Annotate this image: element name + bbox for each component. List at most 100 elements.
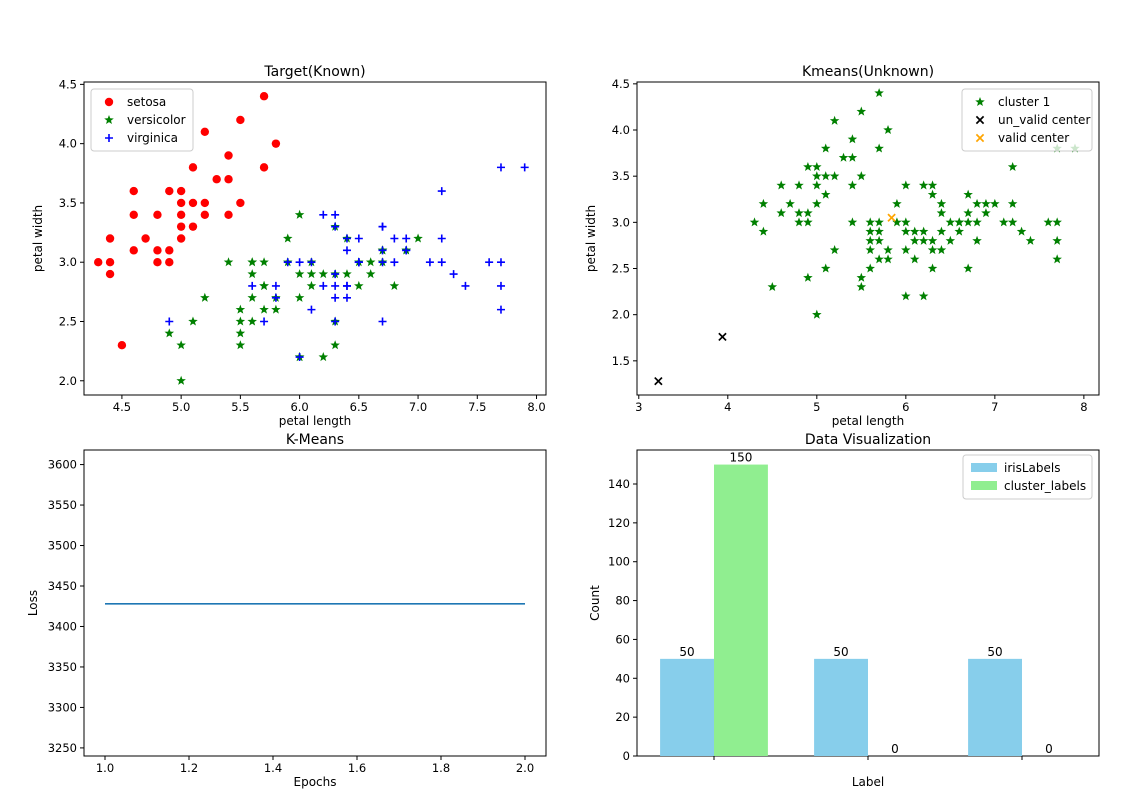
x-tick-label: 7 (991, 400, 998, 414)
data-point (963, 217, 973, 227)
data-point (963, 263, 973, 273)
data-point (812, 161, 822, 171)
data-point (847, 217, 858, 227)
data-point (176, 210, 186, 219)
panel-3: Data Visualization 0 20 40 60 80 100 120 140 Labe… (588, 432, 1100, 789)
y-tick-label: 3550 (48, 498, 77, 512)
series-virginica (165, 163, 529, 362)
data-point (224, 210, 233, 219)
data-point (165, 258, 174, 267)
x-tick-label: 1.0 (96, 761, 114, 775)
data-point (331, 270, 340, 279)
data-point (918, 226, 929, 236)
data-point (803, 161, 813, 171)
data-point (188, 316, 198, 326)
data-point (223, 257, 234, 267)
y-tick-label: 4.0 (59, 137, 77, 151)
y-tick-label: 4.0 (612, 123, 630, 137)
y-tick-label: 80 (615, 594, 630, 608)
data-point (176, 234, 186, 243)
data-point (794, 208, 804, 218)
legend-marker (104, 97, 114, 107)
data-point (847, 180, 858, 190)
data-point (247, 292, 257, 302)
data-point (1016, 226, 1027, 236)
data-point (901, 245, 911, 255)
chart-title: Target(Known) (263, 64, 365, 80)
y-tick-label: 140 (608, 477, 630, 491)
legend-marker (975, 97, 985, 107)
x-tick-label: 8 (1080, 400, 1087, 414)
data-point (164, 328, 175, 338)
data-point (153, 246, 162, 255)
data-point (129, 186, 138, 196)
data-point (758, 226, 769, 236)
data-point (330, 340, 340, 350)
bar (714, 464, 768, 756)
legend-label: cluster_labels (1004, 479, 1086, 493)
data-point (945, 217, 956, 227)
legend-box (90, 88, 194, 152)
data-point (295, 258, 304, 267)
y-axis-label: Loss (26, 590, 40, 616)
data-point (105, 258, 115, 267)
data-point (153, 210, 162, 219)
data-point (307, 305, 316, 314)
data-point (794, 217, 804, 227)
data-point (865, 235, 875, 245)
data-point (165, 246, 174, 255)
data-point (437, 187, 446, 196)
data-point (378, 317, 387, 326)
data-point (437, 234, 446, 243)
data-point (901, 180, 911, 190)
data-point (188, 222, 198, 231)
legend-marker (975, 133, 985, 143)
data-point (963, 189, 973, 199)
data-point (378, 222, 387, 231)
data-point (318, 352, 329, 362)
y-axis-label: Count (588, 585, 602, 621)
data-point (981, 208, 991, 218)
data-point (1007, 161, 1018, 171)
bar (660, 658, 714, 756)
data-point (342, 246, 351, 255)
x-tick-label: 8.0 (527, 400, 545, 414)
data-point (259, 163, 269, 172)
data-point (776, 208, 786, 218)
chart-title: Kmeans(Unknown) (802, 64, 934, 80)
data-point (874, 226, 884, 236)
x-tick-label: 7.5 (468, 400, 486, 414)
legend-label: un_valid center (998, 113, 1090, 127)
data-point (794, 180, 804, 190)
x-tick-label: 4 (724, 400, 731, 414)
legend-label: setosa (127, 95, 166, 109)
data-point (331, 222, 340, 231)
data-point (235, 340, 246, 350)
data-point (306, 280, 317, 290)
y-tick-label: 0 (623, 749, 630, 763)
data-point (901, 291, 911, 301)
x-tick-label: 5.5 (231, 400, 249, 414)
x-axis-label: petal length (832, 414, 904, 428)
data-point (892, 198, 902, 208)
legend-marker (104, 115, 114, 125)
data-point (909, 235, 920, 245)
data-point (271, 304, 281, 314)
x-tick-label: 1.6 (348, 761, 366, 775)
data-point (812, 171, 822, 181)
data-point (927, 245, 938, 255)
data-point (354, 234, 363, 243)
x-tick-label: 1.4 (264, 761, 282, 775)
data-point (918, 291, 929, 301)
x-tick-label: 7.0 (409, 400, 427, 414)
y-tick-label: 20 (615, 710, 630, 724)
data-point (331, 317, 340, 326)
data-point (283, 258, 292, 267)
data-point (390, 234, 399, 243)
data-point (945, 235, 956, 245)
data-point (954, 226, 964, 236)
data-point (496, 163, 505, 172)
data-point (1052, 217, 1062, 227)
y-tick-label: 3350 (48, 660, 77, 674)
series-cluster_labels: 150 0 0 (714, 451, 1053, 756)
